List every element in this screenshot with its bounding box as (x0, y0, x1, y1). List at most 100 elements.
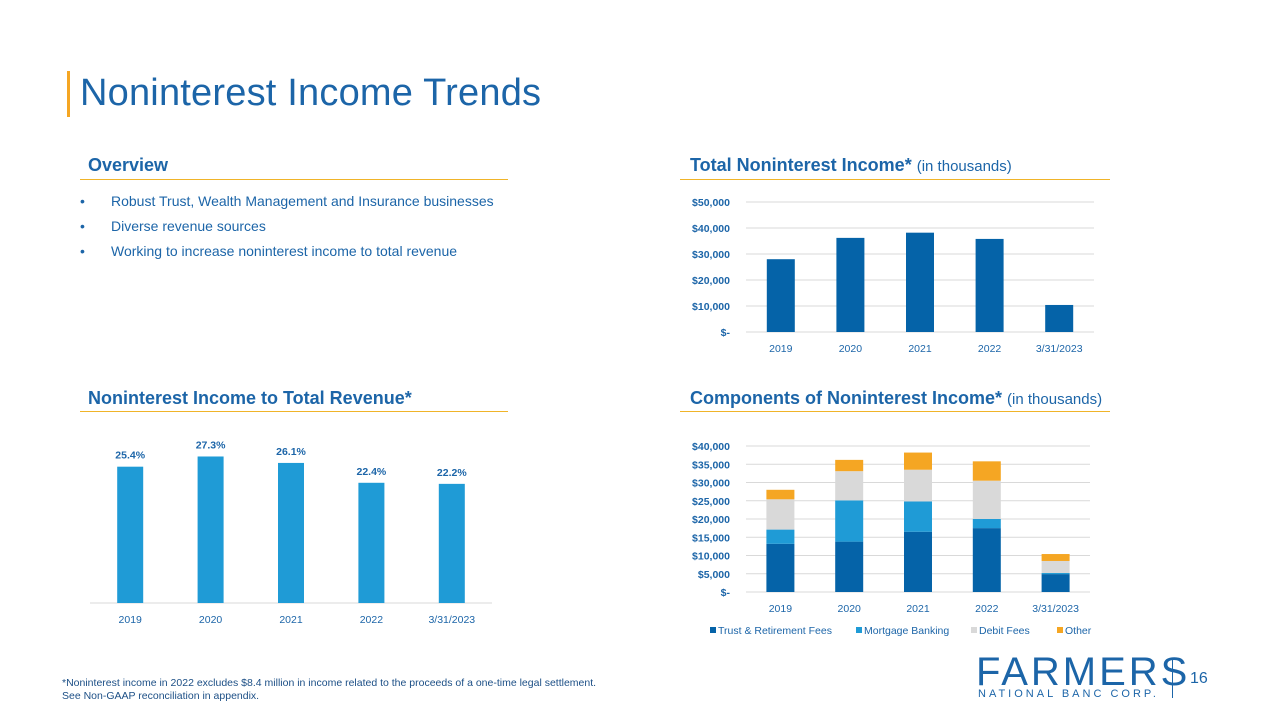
stacked-bar-segment (1041, 573, 1070, 575)
bar (1045, 304, 1074, 332)
stacked-bar-segment (972, 461, 1001, 481)
x-tick-label: 2022 (975, 603, 999, 615)
x-tick-label: 3/31/2023 (1036, 343, 1083, 355)
y-tick-label: $- (721, 587, 731, 599)
bullet-item: Working to increase noninterest income t… (80, 243, 494, 268)
total-income-heading: Total Noninterest Income* (in thousands) (690, 155, 1012, 176)
y-tick-label: $25,000 (692, 496, 730, 508)
data-label: 26.1% (276, 446, 306, 458)
total-income-title: Total Noninterest Income* (690, 155, 912, 175)
x-tick-label: 2019 (769, 603, 793, 615)
data-label: 25.4% (115, 450, 145, 462)
bar (358, 482, 385, 603)
stacked-bar-segment (904, 531, 932, 592)
footnote-line-2: See Non-GAAP reconciliation in appendix. (62, 690, 260, 702)
stacked-bar-segment (972, 528, 1001, 592)
x-tick-label: 2022 (360, 614, 384, 626)
total-income-rule (680, 179, 1110, 180)
page-number: 16 (1190, 670, 1208, 687)
x-tick-label: 2020 (838, 603, 862, 615)
y-tick-label: $30,000 (692, 478, 730, 490)
legend-label: Debit Fees (979, 625, 1030, 637)
ratio-chart: 25.4% 2019 27.3% 2020 26.1% 2021 22.4% 2022 22.2… (90, 439, 492, 626)
components-chart: $- $5,000 $10,000 $15,000 $20,000 $25,000 $30,… (692, 441, 1092, 637)
components-heading: Components of Noninterest Income* (in th… (690, 388, 1102, 409)
bar (117, 466, 144, 603)
legend-label: Mortgage Banking (864, 625, 949, 637)
bar (906, 232, 934, 332)
logo-divider (1172, 658, 1173, 698)
page-title: Noninterest Income Trends (80, 72, 542, 114)
bullet-item: Robust Trust, Wealth Management and Insu… (80, 193, 494, 218)
legend-label: Other (1065, 625, 1092, 637)
ratio-rule (80, 411, 508, 412)
y-tick-label: $40,000 (692, 223, 730, 235)
y-tick-label: $20,000 (692, 275, 730, 287)
y-tick-label: $20,000 (692, 514, 730, 526)
components-title: Components of Noninterest Income* (690, 388, 1003, 408)
components-units: (in thousands) (1007, 391, 1103, 408)
ratio-heading: Noninterest Income to Total Revenue* (88, 388, 412, 408)
y-tick-label: $- (721, 327, 731, 339)
x-tick-label: 3/31/2023 (1032, 603, 1079, 615)
overview-heading: Overview (88, 155, 169, 175)
farmers-logo: FARMERS NATIONAL BANC CORP. (976, 652, 1187, 704)
stacked-bar-segment (1041, 560, 1070, 574)
x-tick-label: 2021 (908, 343, 932, 355)
data-label: 22.4% (357, 466, 387, 478)
legend-label: Trust & Retirement Fees (718, 625, 832, 637)
overview-bullet-list: Robust Trust, Wealth Management and Insu… (80, 193, 494, 268)
bar (278, 462, 304, 603)
stacked-bar-segment (904, 501, 932, 532)
y-tick-label: $10,000 (692, 551, 730, 563)
data-label: 22.2% (437, 467, 467, 479)
x-tick-label: 2020 (839, 343, 863, 355)
stacked-bar-segment (1041, 574, 1070, 592)
stacked-bar-segment (835, 541, 864, 592)
x-tick-label: 2019 (769, 343, 793, 355)
y-tick-label: $30,000 (692, 249, 730, 261)
legend-swatch (971, 627, 977, 633)
y-tick-label: $50,000 (692, 197, 730, 209)
stacked-bar-segment (766, 529, 795, 544)
y-tick-label: $10,000 (692, 301, 730, 313)
stacked-bar-segment (972, 519, 1001, 529)
legend-swatch (856, 627, 862, 633)
stacked-bar-segment (766, 499, 795, 530)
y-tick-label: $40,000 (692, 441, 730, 453)
stacked-bar-segment (766, 489, 795, 500)
stacked-bar-segment (1041, 554, 1070, 561)
x-tick-label: 3/31/2023 (428, 614, 475, 626)
data-label: 27.3% (196, 439, 226, 451)
bar (975, 238, 1004, 332)
stacked-bar-segment (835, 471, 864, 501)
logo-wordmark: FARMERS (976, 650, 1191, 694)
title-accent-bar (67, 71, 70, 117)
stacked-bar-segment (972, 480, 1001, 519)
bar (836, 237, 865, 332)
bar (197, 456, 224, 603)
y-tick-label: $15,000 (692, 532, 730, 544)
logo-subtitle: NATIONAL BANC CORP. (978, 688, 1159, 700)
footnote-line-1: *Noninterest income in 2022 excludes $8.… (62, 677, 597, 689)
stacked-bar-segment (835, 459, 864, 472)
stacked-bar-segment (766, 543, 795, 592)
total-income-units: (in thousands) (916, 158, 1012, 175)
x-tick-label: 2020 (199, 614, 223, 626)
bullet-item: Diverse revenue sources (80, 218, 494, 243)
legend-swatch (710, 627, 716, 633)
legend-swatch (1057, 627, 1063, 633)
bar (766, 259, 795, 332)
stacked-bar-segment (835, 500, 864, 542)
components-rule (680, 411, 1110, 412)
x-tick-label: 2019 (119, 614, 143, 626)
overview-rule (80, 179, 508, 180)
stacked-bar-segment (904, 452, 932, 470)
x-tick-label: 2021 (279, 614, 303, 626)
total-income-chart: $- $10,000 $20,000 $30,000 $40,000 $50,000 201… (692, 197, 1094, 355)
bar (438, 483, 465, 603)
footnote: *Noninterest income in 2022 excludes $8.… (62, 677, 596, 703)
x-tick-label: 2021 (906, 603, 930, 615)
x-tick-label: 2022 (978, 343, 1002, 355)
stacked-bar-segment (904, 469, 932, 502)
